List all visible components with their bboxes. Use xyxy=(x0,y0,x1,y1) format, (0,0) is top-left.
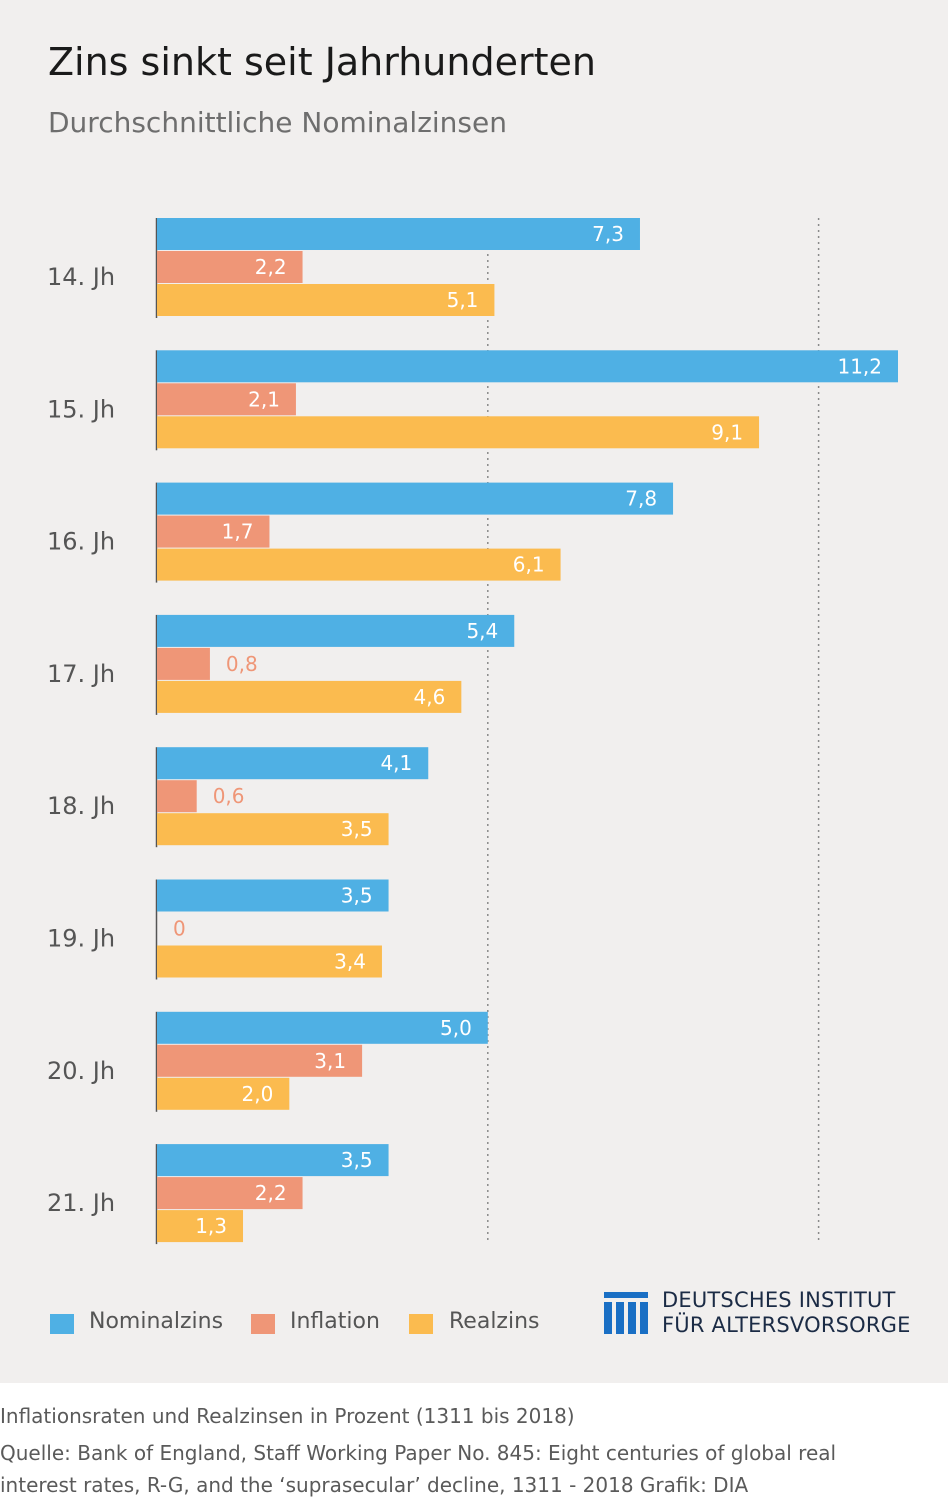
bar-realzins xyxy=(157,548,561,581)
data-label: 3,1 xyxy=(314,1049,346,1073)
data-label: 7,3 xyxy=(592,222,624,246)
chart-title: Zins sinkt seit Jahrhunderten xyxy=(48,40,596,84)
chart-subtitle: Durchschnittliche Nominalzinsen xyxy=(48,106,507,139)
data-label: 0,8 xyxy=(226,652,258,676)
bar-realzins xyxy=(157,1077,290,1110)
data-label: 3,5 xyxy=(341,817,373,841)
logo-text-line1: DEUTSCHES INSTITUT xyxy=(662,1288,896,1312)
legend-label-realzins: Realzins xyxy=(449,1309,540,1334)
data-label: 3,4 xyxy=(334,950,366,974)
data-label: 3,5 xyxy=(341,1148,373,1172)
data-label: 6,1 xyxy=(513,553,545,577)
category-label: 17. Jh xyxy=(47,660,115,688)
bar-inflation xyxy=(157,515,270,548)
category-label: 15. Jh xyxy=(47,395,115,423)
category-label: 20. Jh xyxy=(47,1057,115,1085)
bar-realzins xyxy=(157,1210,244,1243)
data-label: 1,3 xyxy=(195,1214,227,1238)
dia-logo-icon xyxy=(604,1292,648,1334)
legend-swatch-nominalzins xyxy=(50,1314,74,1334)
bar-inflation xyxy=(157,780,197,813)
bar-realzins xyxy=(157,813,389,846)
data-label: 9,1 xyxy=(711,420,743,444)
data-label: 0,6 xyxy=(213,784,245,808)
bar-realzins xyxy=(157,284,495,316)
data-label: 1,7 xyxy=(222,520,254,544)
bar-nominalzins xyxy=(157,879,389,912)
data-label: 5,0 xyxy=(440,1016,472,1040)
legend-swatch-inflation xyxy=(251,1314,275,1334)
bar-nominalzins xyxy=(157,1011,488,1044)
data-label: 2,1 xyxy=(248,387,280,411)
data-label: 2,2 xyxy=(255,255,287,279)
bar-nominalzins xyxy=(157,1144,389,1177)
category-label: 18. Jh xyxy=(47,792,115,820)
bar-chart: 14. Jh 7,3 2,2 5,1 15. Jh 11,2 2,1 9,1 16. Jh 7,8… xyxy=(47,218,898,1245)
data-label: 3,5 xyxy=(341,884,373,908)
bar-nominalzins xyxy=(157,614,515,647)
bar-realzins xyxy=(157,680,462,713)
category-label: 21. Jh xyxy=(47,1189,115,1217)
bar-inflation xyxy=(157,1177,303,1210)
data-label: 2,0 xyxy=(242,1082,274,1106)
data-label: 4,1 xyxy=(380,751,412,775)
data-label: 5,4 xyxy=(466,619,498,643)
data-label: 5,1 xyxy=(447,288,479,312)
footer-source-line1: Quelle: Bank of England, Staff Working P… xyxy=(0,1441,837,1465)
bar-nominalzins xyxy=(157,218,640,250)
category-label: 14. Jh xyxy=(47,263,115,291)
bar-realzins xyxy=(157,416,760,449)
bar-inflation xyxy=(157,251,303,283)
bar-inflation xyxy=(157,1044,363,1077)
legend-label-inflation: Inflation xyxy=(290,1309,380,1334)
category-label: 19. Jh xyxy=(47,925,115,953)
data-label: 4,6 xyxy=(414,685,446,709)
legend-swatch-realzins xyxy=(409,1314,433,1334)
data-label: 11,2 xyxy=(837,354,882,378)
data-label: 0 xyxy=(173,917,186,941)
footer-source-line2: interest rates, R-G, and the ‘suprasecul… xyxy=(0,1473,749,1497)
bar-nominalzins xyxy=(157,747,429,780)
data-label: 7,8 xyxy=(625,487,657,511)
bar-nominalzins xyxy=(157,350,898,383)
bar-inflation xyxy=(157,647,210,680)
footer-caption: Inflationsraten und Realzinsen in Prozen… xyxy=(0,1404,575,1428)
legend-label-nominalzins: Nominalzins xyxy=(89,1309,224,1334)
bar-nominalzins xyxy=(157,482,674,515)
category-label: 16. Jh xyxy=(47,528,115,556)
bar-realzins xyxy=(157,945,382,978)
bar-inflation xyxy=(157,383,296,416)
data-label: 2,2 xyxy=(255,1181,287,1205)
logo-text-line2: FÜR ALTERSVORSORGE xyxy=(662,1313,911,1337)
